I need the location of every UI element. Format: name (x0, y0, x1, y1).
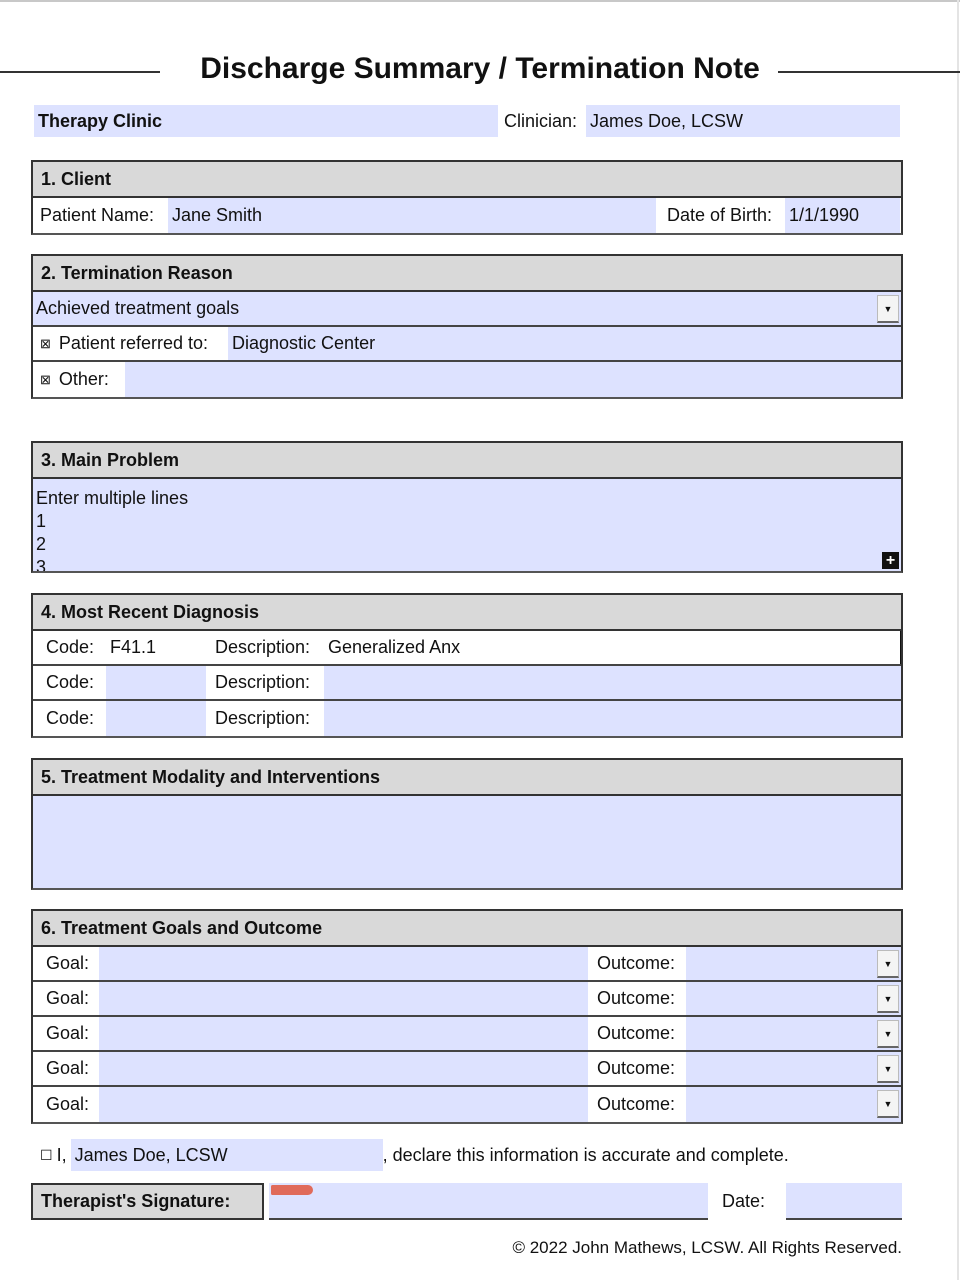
declaration-checkbox[interactable]: ☐ (40, 1146, 53, 1163)
other-field[interactable] (125, 362, 901, 397)
other-label-wrap: ⊠ Other: (40, 362, 109, 397)
goal-label: Goal: (46, 1058, 90, 1078)
goal-row: Goal: Outcome: ▼ (33, 982, 901, 1017)
termination-reason-value: Achieved treatment goals (36, 298, 240, 318)
expand-plus-icon[interactable]: + (882, 552, 899, 569)
goal-label: Goal: (46, 988, 90, 1008)
outcome-label: Outcome: (597, 953, 676, 973)
description-label: Description: (215, 708, 311, 728)
clinician-field[interactable]: James Doe, LCSW (586, 105, 900, 137)
referred-label-wrap: ⊠ Patient referred to: (40, 327, 208, 360)
diagnosis-row: Code: Description: (33, 701, 901, 736)
goal-field[interactable] (99, 1052, 588, 1085)
referred-checkbox[interactable]: ⊠ (40, 335, 51, 351)
section-treatment-modality: 5. Treatment Modality and Interventions (31, 758, 903, 890)
goal-field[interactable] (99, 1087, 588, 1122)
other-label: Other: (58, 369, 109, 389)
section-goals: 6. Treatment Goals and Outcome Goal: Out… (31, 909, 903, 1124)
other-checkbox[interactable]: ⊠ (40, 371, 51, 387)
section-header: 4. Most Recent Diagnosis (33, 595, 901, 631)
goal-row: Goal: Outcome: ▼ (33, 947, 901, 982)
termination-reason-select[interactable]: Achieved treatment goals (33, 292, 901, 325)
description-field[interactable] (324, 666, 901, 699)
referred-to-field[interactable]: Diagnostic Center (228, 327, 901, 360)
outcome-label: Outcome: (597, 1094, 676, 1114)
description-label: Description: (215, 672, 311, 692)
outcome-label: Outcome: (597, 988, 676, 1008)
page-right-border (957, 0, 959, 1280)
section-header: 2. Termination Reason (33, 256, 901, 292)
section-diagnosis: 4. Most Recent Diagnosis Code: F41.1 Des… (31, 593, 903, 738)
page-title: Discharge Summary / Termination Note (0, 52, 960, 86)
dropdown-arrow-icon[interactable]: ▼ (877, 985, 899, 1013)
section-main-problem: 3. Main Problem Enter multiple lines 1 2… (31, 441, 903, 573)
declaration: ☐ I, James Doe, LCSW , declare this info… (40, 1139, 789, 1171)
clinic-field[interactable]: Therapy Clinic (34, 105, 498, 137)
text-line: 1 (36, 511, 47, 531)
outcome-select[interactable] (686, 982, 901, 1015)
signature-tag-icon (271, 1185, 313, 1195)
text-line: Enter multiple lines (36, 488, 189, 508)
declaration-prefix: I, (56, 1144, 67, 1165)
dropdown-arrow-icon[interactable]: ▼ (877, 295, 899, 323)
patient-name-field[interactable]: Jane Smith (168, 198, 656, 233)
title-rule-left (0, 71, 160, 73)
text-line: 2 (36, 534, 47, 554)
description-label: Description: (215, 637, 311, 657)
dropdown-arrow-icon[interactable]: ▼ (877, 950, 899, 978)
diagnosis-row: Code: F41.1 Description: Generalized Anx (33, 631, 901, 666)
outcome-select[interactable] (686, 1052, 901, 1085)
outcome-select[interactable] (686, 947, 901, 980)
page-title-text: Discharge Summary / Termination Note (190, 52, 770, 85)
page-top-border (0, 0, 960, 2)
diagnosis-row: Code: Description: (33, 666, 901, 701)
description-field[interactable]: Generalized Anx (324, 631, 901, 664)
patient-name-label: Patient Name: (40, 205, 155, 225)
dob-label: Date of Birth: (667, 205, 773, 225)
section-client: 1. Client Patient Name: Jane Smith Date … (31, 160, 903, 235)
declaration-name-field[interactable]: James Doe, LCSW (70, 1139, 383, 1171)
goal-field[interactable] (99, 947, 588, 980)
goal-row: Goal: Outcome: ▼ (33, 1052, 901, 1087)
goal-label: Goal: (46, 1094, 90, 1114)
goal-label: Goal: (46, 953, 90, 973)
section-header: 6. Treatment Goals and Outcome (33, 911, 901, 947)
treatment-modality-textarea[interactable] (33, 796, 901, 888)
footer-copyright: © 2022 John Mathews, LCSW. All Rights Re… (512, 1238, 902, 1257)
clinician-label: Clinician: (504, 110, 578, 131)
code-field[interactable] (106, 701, 206, 736)
referred-label: Patient referred to: (58, 333, 208, 353)
section-header: 5. Treatment Modality and Interventions (33, 760, 901, 796)
signature-date-field[interactable] (786, 1183, 902, 1220)
dropdown-arrow-icon[interactable]: ▼ (877, 1020, 899, 1048)
goal-label: Goal: (46, 1023, 90, 1043)
goal-field[interactable] (99, 1017, 588, 1050)
code-label: Code: (46, 637, 95, 657)
date-label: Date: (722, 1191, 766, 1211)
section-header: 1. Client (33, 162, 901, 198)
text-line: 3 (36, 557, 47, 571)
section-header: 3. Main Problem (33, 443, 901, 479)
goal-row: Goal: Outcome: ▼ (33, 1017, 901, 1052)
title-rule-right (778, 71, 960, 73)
outcome-label: Outcome: (597, 1023, 676, 1043)
section-termination-reason: 2. Termination Reason Achieved treatment… (31, 254, 903, 399)
outcome-label: Outcome: (597, 1058, 676, 1078)
description-field[interactable] (324, 701, 901, 736)
main-problem-textarea[interactable]: Enter multiple lines 1 2 3 + (33, 479, 901, 571)
code-field[interactable]: F41.1 (106, 631, 206, 664)
signature-label: Therapist's Signature: (31, 1183, 264, 1220)
code-field[interactable] (106, 666, 206, 699)
outcome-select[interactable] (686, 1017, 901, 1050)
outcome-select[interactable] (686, 1087, 901, 1122)
code-label: Code: (46, 708, 95, 728)
dob-field[interactable]: 1/1/1990 (785, 198, 900, 233)
dropdown-arrow-icon[interactable]: ▼ (877, 1090, 899, 1118)
dropdown-arrow-icon[interactable]: ▼ (877, 1055, 899, 1083)
declaration-suffix: , declare this information is accurate a… (382, 1144, 789, 1165)
signature-field[interactable] (269, 1183, 708, 1220)
goal-field[interactable] (99, 982, 588, 1015)
goal-row: Goal: Outcome: ▼ (33, 1087, 901, 1122)
code-label: Code: (46, 672, 95, 692)
